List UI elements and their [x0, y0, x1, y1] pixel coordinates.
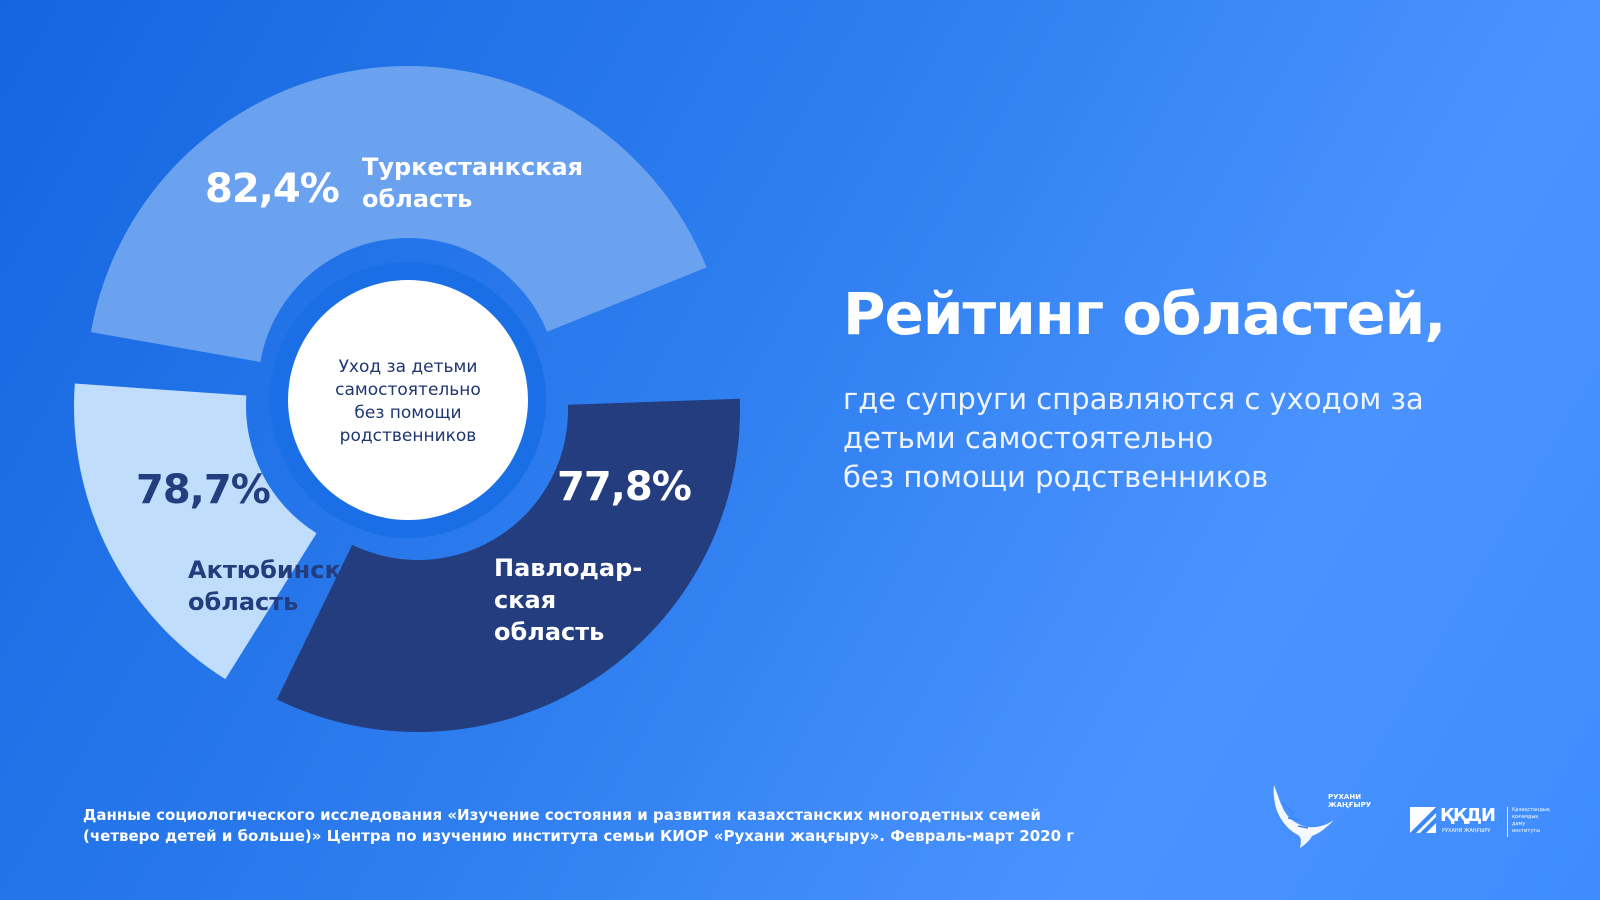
kkdi-logo: ҚҚДИ РУХАНИ ЖАҢҒЫРУ Қазақстандық қоғамды… [1410, 805, 1570, 839]
center-label-line-1: Уход за детьми [339, 357, 478, 377]
slice-pavlodar [276, 398, 740, 733]
source-note: Данные социологического исследования «Из… [83, 805, 1213, 847]
kkdi-logo-small: Қазақстандық қоғамдық даму институты [1512, 807, 1550, 835]
rukhani-logo-line-1: РУХАНИ [1328, 793, 1362, 801]
pie-slices [74, 65, 740, 733]
center-disc [288, 280, 528, 520]
slice-pavlodar-name-line-2: ская [494, 586, 556, 614]
center-label-line-2: самостоятельно [335, 380, 481, 400]
subtitle-line-3: без помощи родственников [843, 460, 1269, 494]
page-title: Рейтинг областей, [843, 280, 1446, 348]
subtitle-line-1: где супруги справляются с уходом за [843, 382, 1424, 416]
kkdi-small-line-2: қоғамдық [1512, 814, 1539, 820]
slice-aktobe [74, 383, 317, 680]
kkdi-small-line-4: институты [1512, 828, 1541, 834]
slice-turkestan-name-line-2: область [362, 185, 472, 213]
kkdi-small-line-1: Қазақстандық [1512, 807, 1550, 813]
center-label-line-3: без помощи [354, 403, 461, 423]
slice-turkestan-name-line-1: Туркестанкская [362, 153, 583, 181]
slice-turkestan-value: 82,4% [205, 166, 339, 212]
rukhani-logo-text: РУХАНИ ЖАҢҒЫРУ [1328, 793, 1371, 809]
slice-pavlodar-name-line-1: Павлодар- [494, 554, 642, 582]
kkdi-mark-icon [1410, 807, 1436, 833]
page-subtitle: где супруги справляются с уходом за деть… [843, 380, 1543, 497]
slice-aktobe-value: 78,7% [136, 467, 270, 513]
kkdi-logo-divider [1507, 807, 1508, 837]
subtitle-line-2: детьми самостоятельно [843, 421, 1214, 455]
slice-aktobe-name-line-2: область [188, 588, 298, 616]
slice-aktobe-name-line-1: Актюбинская [188, 556, 372, 584]
source-line-2: (четверо детей и больше)» Центра по изуч… [83, 827, 1075, 845]
center-label-line-4: родственников [340, 426, 477, 446]
slice-turkestan [90, 65, 707, 362]
pie-chart: Уход за детьми самостоятельно без помощи… [74, 65, 740, 733]
kkdi-small-line-3: даму [1512, 821, 1526, 827]
rukhani-bird-logo-icon [1273, 785, 1334, 848]
rukhani-logo-line-2: ЖАҢҒЫРУ [1328, 801, 1372, 809]
slice-pavlodar-value: 77,8% [557, 464, 691, 510]
slice-pavlodar-name-line-3: область [494, 618, 604, 646]
kkdi-logo-sub: РУХАНИ ЖАҢҒЫРУ [1442, 828, 1491, 834]
source-line-1: Данные социологического исследования «Из… [83, 806, 1041, 824]
kkdi-logo-name: ҚҚДИ [1440, 805, 1496, 826]
